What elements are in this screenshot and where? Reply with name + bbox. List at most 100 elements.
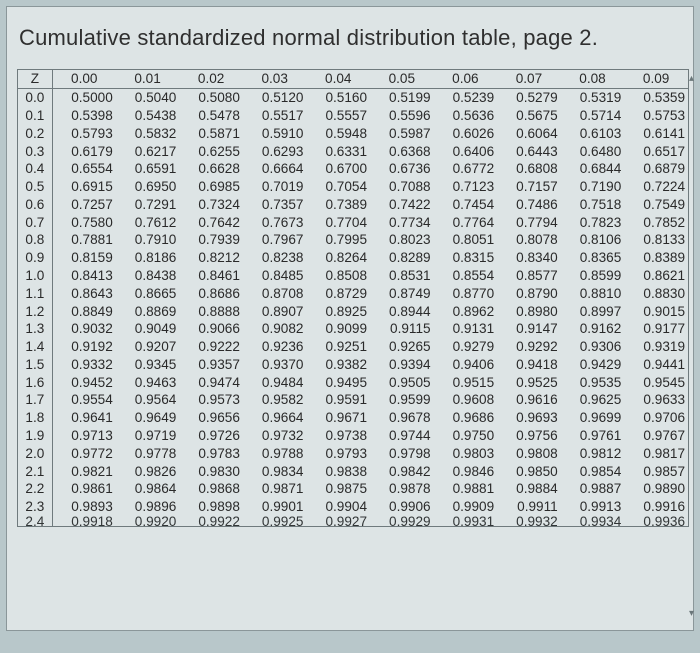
z-table-cell: 0.9732 [243,427,307,445]
z-table-row-header: 2.0 [18,444,52,462]
z-table-cell: 0.5832 [116,124,180,142]
z-table-cell: 0.7764 [434,213,498,231]
z-table-cell: 0.9066 [179,320,243,338]
z-table-cell: 0.9505 [370,373,434,391]
z-table-cell: 0.6064 [497,124,561,142]
z-table-cell: 0.9767 [624,427,688,445]
z-table-cell: 0.9878 [370,480,434,498]
z-table-cell: 0.9394 [370,356,434,374]
z-table-cell: 0.9842 [370,462,434,480]
z-table-row: 0.10.53980.54380.54780.55170.55570.55960… [18,107,688,125]
z-table-cell: 0.7612 [116,213,180,231]
z-table-cell: 0.9798 [370,444,434,462]
scroll-down-icon[interactable]: ▾ [689,608,695,618]
z-table-cell: 0.6026 [434,124,498,142]
scroll-up-icon[interactable]: ▴ [689,73,695,83]
z-table-cell: 0.9441 [624,356,688,374]
z-table-cell: 0.9686 [434,409,498,427]
z-table-cell: 0.9918 [52,516,116,526]
z-table-row: 2.30.98930.98960.98980.99010.99040.99060… [18,498,688,516]
z-table-cell: 0.6844 [561,160,625,178]
z-table-cell: 0.7054 [306,178,370,196]
z-table-header-row: Z 0.00 0.01 0.02 0.03 0.04 0.05 0.06 0.0… [18,70,688,88]
z-table-col-header: 0.06 [434,70,498,88]
z-table-row: 1.50.93320.93450.93570.93700.93820.93940… [18,356,688,374]
z-table-cell: 0.9750 [434,427,498,445]
z-table-cell: 0.5596 [370,107,434,125]
z-table-cell: 0.8264 [306,249,370,267]
z-table-cell: 0.7549 [624,195,688,213]
z-table-row: 1.20.88490.88690.88880.89070.89250.89440… [18,302,688,320]
z-table-cell: 0.7704 [306,213,370,231]
z-table-cell: 0.9913 [561,498,625,516]
z-table-row: 2.20.98610.98640.98680.98710.98750.98780… [18,480,688,498]
z-table-cell: 0.9319 [624,338,688,356]
z-table-cell: 0.8665 [116,284,180,302]
z-table-col-header: 0.05 [370,70,434,88]
z-table-row-header: 1.5 [18,356,52,374]
z-table-cell: 0.8749 [370,284,434,302]
z-table-row: 2.40.99180.99200.99220.99250.99270.99290… [18,516,688,526]
z-table-cell: 0.7518 [561,195,625,213]
z-table-cell: 0.5793 [52,124,116,142]
z-table-row-header: 2.3 [18,498,52,516]
z-table-cell: 0.9515 [434,373,498,391]
z-table-cell: 0.5359 [624,88,688,106]
z-table-row: 0.00.50000.50400.50800.51200.51600.51990… [18,88,688,106]
z-table-cell: 0.5517 [243,107,307,125]
z-table-col-header: 0.08 [561,70,625,88]
z-table-cell: 0.9332 [52,356,116,374]
z-table-cell: 0.7967 [243,231,307,249]
z-table-col-header: 0.01 [116,70,180,88]
z-table-row: 1.30.90320.90490.90660.90820.90990.91150… [18,320,688,338]
z-table-cell: 0.9887 [561,480,625,498]
z-table-cell: 0.8289 [370,249,434,267]
z-table-cell: 0.9868 [179,480,243,498]
z-table-cell: 0.7794 [497,213,561,231]
z-table-cell: 0.8438 [116,267,180,285]
z-table-cell: 0.6772 [434,160,498,178]
z-table-cell: 0.9382 [306,356,370,374]
z-table-cell: 0.9890 [624,480,688,498]
z-table-cell: 0.9222 [179,338,243,356]
z-table-cell: 0.8708 [243,284,307,302]
z-table-cell: 0.8944 [370,302,434,320]
z-table-cell: 0.8962 [434,302,498,320]
z-table-cell: 0.9726 [179,427,243,445]
z-table-cell: 0.7157 [497,178,561,196]
z-table-cell: 0.8849 [52,302,116,320]
z-table-cell: 0.9909 [434,498,498,516]
z-table-cell: 0.8997 [561,302,625,320]
z-table-cell: 0.8729 [306,284,370,302]
z-table-cell: 0.8485 [243,267,307,285]
z-table-row-header: 2.1 [18,462,52,480]
z-table-cell: 0.8078 [497,231,561,249]
z-table-cell: 0.9664 [243,409,307,427]
z-table-cell: 0.8577 [497,267,561,285]
z-table-cell: 0.5753 [624,107,688,125]
z-table-cell: 0.9826 [116,462,180,480]
z-table-cell: 0.7389 [306,195,370,213]
z-table-cell: 0.9251 [306,338,370,356]
z-table-cell: 0.5319 [561,88,625,106]
z-table-cell: 0.9699 [561,409,625,427]
z-table-cell: 0.7454 [434,195,498,213]
z-table-col-header: 0.07 [497,70,561,88]
z-table-cell: 0.9821 [52,462,116,480]
z-table-cell: 0.9406 [434,356,498,374]
z-table-row-header: 0.9 [18,249,52,267]
z-table-cell: 0.7673 [243,213,307,231]
z-table-cell: 0.9864 [116,480,180,498]
z-table-cell: 0.6331 [306,142,370,160]
z-table-cell: 0.5675 [497,107,561,125]
z-table-cell: 0.9834 [243,462,307,480]
z-table-cell: 0.9934 [561,516,625,526]
z-table-cell: 0.9881 [434,480,498,498]
z-table-cell: 0.9545 [624,373,688,391]
z-table-cell: 0.5160 [306,88,370,106]
z-table-row: 1.90.97130.97190.97260.97320.97380.97440… [18,427,688,445]
z-table-cell: 0.9649 [116,409,180,427]
z-table-cell: 0.7486 [497,195,561,213]
z-table-cell: 0.6517 [624,142,688,160]
z-table-corner: Z [18,70,52,88]
